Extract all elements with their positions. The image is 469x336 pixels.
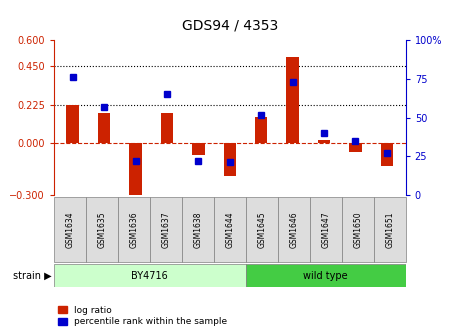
Text: GSM1636: GSM1636 bbox=[129, 211, 138, 248]
Text: GSM1644: GSM1644 bbox=[225, 211, 234, 248]
Text: strain ▶: strain ▶ bbox=[13, 270, 52, 281]
Bar bbox=[342, 197, 374, 262]
Text: GSM1635: GSM1635 bbox=[98, 211, 106, 248]
Text: BY4716: BY4716 bbox=[131, 270, 168, 281]
Text: wild type: wild type bbox=[303, 270, 348, 281]
Bar bbox=[224, 143, 236, 176]
Bar bbox=[255, 117, 267, 143]
Bar bbox=[129, 143, 142, 209]
Text: GSM1646: GSM1646 bbox=[289, 211, 298, 248]
Text: GSM1634: GSM1634 bbox=[65, 211, 75, 248]
Bar bbox=[278, 197, 310, 262]
Bar bbox=[310, 197, 342, 262]
Bar bbox=[214, 197, 246, 262]
Bar bbox=[161, 113, 173, 143]
Bar bbox=[86, 197, 118, 262]
Bar bbox=[287, 57, 299, 143]
Text: GSM1637: GSM1637 bbox=[161, 211, 170, 248]
Bar bbox=[182, 197, 214, 262]
Text: GDS94 / 4353: GDS94 / 4353 bbox=[182, 18, 278, 33]
Text: GSM1651: GSM1651 bbox=[385, 211, 394, 248]
Bar bbox=[318, 140, 330, 143]
Bar bbox=[67, 105, 79, 143]
Bar bbox=[54, 264, 246, 287]
Bar bbox=[380, 143, 393, 166]
Text: GSM1650: GSM1650 bbox=[353, 211, 362, 248]
Bar bbox=[54, 197, 86, 262]
Text: GSM1638: GSM1638 bbox=[193, 211, 202, 248]
Bar bbox=[349, 143, 362, 152]
Text: GSM1645: GSM1645 bbox=[257, 211, 266, 248]
Text: GSM1647: GSM1647 bbox=[321, 211, 330, 248]
Bar bbox=[98, 113, 111, 143]
Bar bbox=[192, 143, 204, 155]
Bar bbox=[150, 197, 182, 262]
Bar bbox=[246, 197, 278, 262]
Legend: log ratio, percentile rank within the sample: log ratio, percentile rank within the sa… bbox=[59, 306, 227, 327]
Bar bbox=[374, 197, 406, 262]
Bar bbox=[246, 264, 406, 287]
Bar bbox=[118, 197, 150, 262]
